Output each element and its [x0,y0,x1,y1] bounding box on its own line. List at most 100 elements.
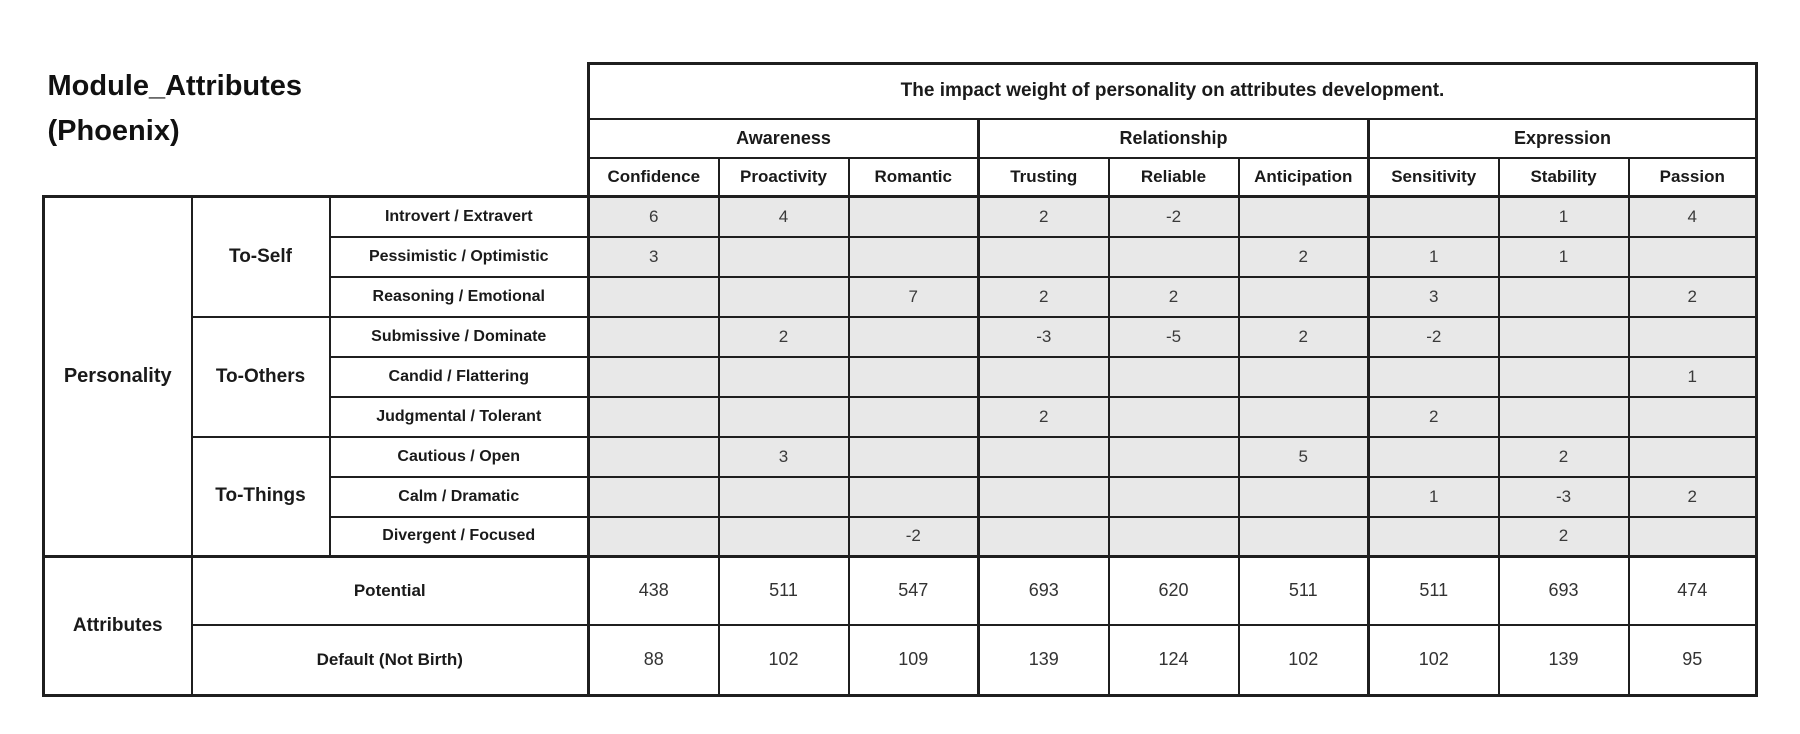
data-cell [1627,515,1758,558]
trait-reasoning-emotional: Reasoning / Emotional [328,275,590,318]
data-cell [717,395,850,438]
row-label-default: Default (Not Birth) [190,623,590,697]
data-cell: 1 [1627,355,1758,398]
data-cell: 2 [1107,275,1240,318]
table-row: Attributes Potential 438 511 547 693 620… [42,555,1758,697]
page-title-line2: (Phoenix) [47,114,180,147]
data-cell: 2 [977,195,1110,238]
table-row: To-Others Submissive / Dominate 2 -3 -5 … [44,315,1758,438]
trait-cautious-open: Cautious / Open [328,435,590,478]
data-cell: 2 [1237,315,1370,358]
group-header-expression: Expression [1367,117,1758,159]
page-title-line1: Module_Attributes [47,69,303,102]
data-cell: 3 [1367,275,1500,318]
table-row: Default (Not Birth) 88 102 109 139 124 1… [44,623,1758,697]
table-row: Reasoning / Emotional 7 2 2 3 2 [44,275,1758,318]
data-cell [1627,235,1758,278]
table-row: Awareness Relationship Expression [44,117,1758,159]
data-cell [1107,515,1240,558]
data-cell [1497,275,1630,318]
row-group-personality: Personality [42,195,193,558]
data-cell [587,315,720,358]
data-cell [847,235,980,278]
group-header-awareness: Awareness [587,117,980,159]
col-header-romantic: Romantic [847,156,980,198]
data-cell: 1 [1497,235,1630,278]
data-cell [847,395,980,438]
data-cell: 2 [977,395,1110,438]
data-cell [1367,515,1500,558]
col-header-sensitivity: Sensitivity [1367,156,1500,198]
table-row: Module_Attributes (Phoenix) The impact w… [44,62,1758,147]
col-header-anticipation: Anticipation [1237,156,1370,198]
table-row: Judgmental / Tolerant 2 2 [44,395,1758,438]
table-row: Calm / Dramatic 1 -3 2 [44,475,1758,518]
data-cell [1107,355,1240,398]
table-row: Candid / Flattering 1 [44,355,1758,398]
data-cell: 88 [587,623,720,697]
data-cell [847,435,980,478]
table-caption: The impact weight of personality on attr… [587,62,1758,120]
data-cell [587,275,720,318]
data-cell: -2 [1367,315,1500,358]
data-cell [717,475,850,518]
data-cell: 2 [1367,395,1500,438]
data-cell: -2 [1107,195,1240,238]
data-cell [717,355,850,398]
data-cell [1107,235,1240,278]
data-cell [977,435,1110,478]
data-cell [1237,395,1370,438]
data-cell [1237,195,1370,238]
data-cell [587,355,720,398]
data-cell: 511 [717,555,850,626]
data-cell [1237,275,1370,318]
data-cell: 620 [1107,555,1240,626]
table-row: To-Things Cautious / Open 3 5 2 [44,435,1758,558]
data-cell: 5 [1237,435,1370,478]
trait-judgmental-tolerant: Judgmental / Tolerant [328,395,590,438]
data-cell [1107,475,1240,518]
data-cell: 139 [1497,623,1630,697]
data-cell [587,475,720,518]
data-cell [1107,395,1240,438]
data-cell: 109 [847,623,980,697]
data-cell [587,435,720,478]
data-cell [977,355,1110,398]
table-row: Divergent / Focused -2 2 [44,515,1758,558]
data-cell [847,475,980,518]
data-cell: 4 [1627,195,1758,238]
trait-candid-flattering: Candid / Flattering [328,355,590,398]
data-cell: 511 [1237,555,1370,626]
data-cell [1497,315,1630,358]
col-header-confidence: Confidence [587,156,720,198]
group-header-relationship: Relationship [977,117,1370,159]
data-cell: 511 [1367,555,1500,626]
data-cell: 124 [1107,623,1240,697]
data-cell [1627,435,1758,478]
data-cell: 139 [977,623,1110,697]
data-cell [1237,515,1370,558]
data-cell: 7 [847,275,980,318]
col-header-trusting: Trusting [977,156,1110,198]
data-cell: 1 [1367,235,1500,278]
data-cell: -2 [847,515,980,558]
data-cell [1627,315,1758,358]
attributes-table: Module_Attributes (Phoenix) The impact w… [42,62,1758,697]
data-cell [1367,355,1500,398]
data-cell [1367,195,1500,238]
data-cell [1497,355,1630,398]
data-cell [1497,395,1630,438]
data-cell: 102 [717,623,850,697]
data-cell: 2 [977,275,1110,318]
data-cell [717,275,850,318]
data-cell: 2 [1497,435,1630,478]
data-cell [847,195,980,238]
data-cell [847,355,980,398]
data-cell: 438 [587,555,720,626]
col-header-proactivity: Proactivity [717,156,850,198]
data-cell [1107,435,1240,478]
data-cell: 3 [717,435,850,478]
col-header-passion: Passion [1627,156,1758,198]
data-cell [1237,475,1370,518]
